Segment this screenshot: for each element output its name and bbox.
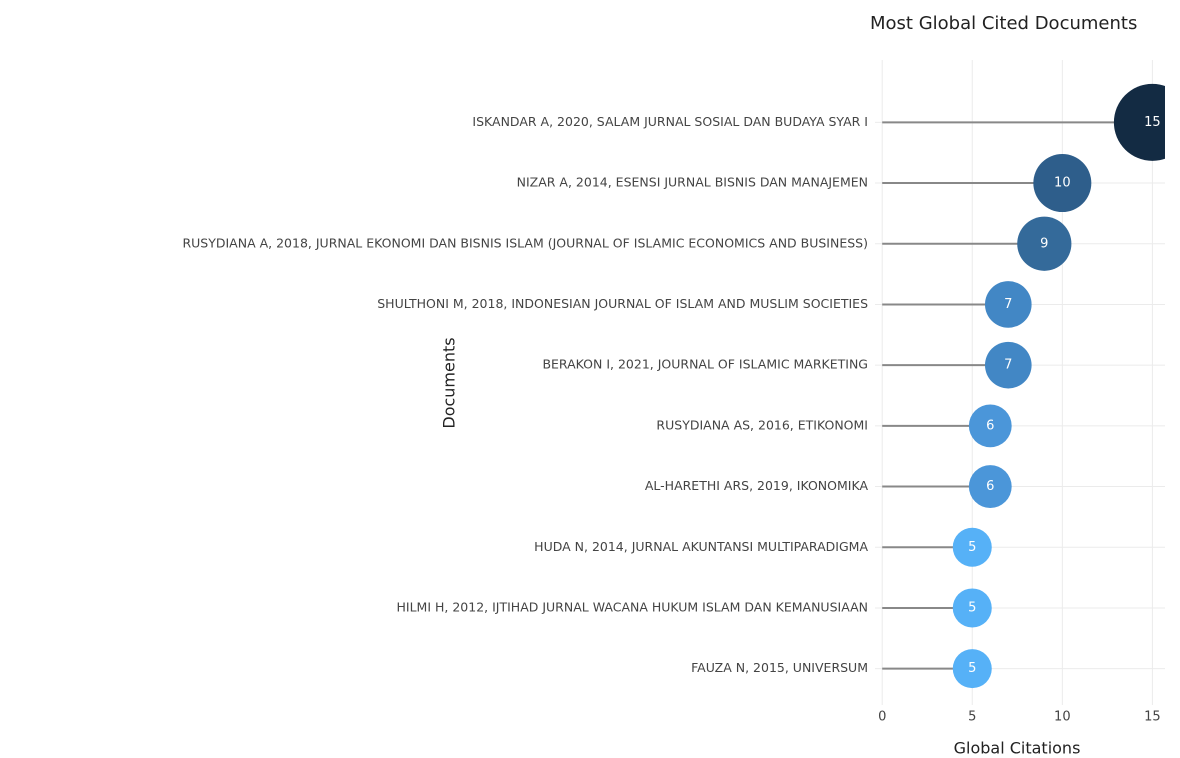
x-tick-label: 10 <box>1054 710 1071 725</box>
data-label: 5 <box>968 661 976 676</box>
chart-title: Most Global Cited Documents <box>870 13 1137 34</box>
y-tick-label: NIZAR A, 2014, ESENSI JURNAL BISNIS DAN … <box>517 175 868 190</box>
y-tick-label: HILMI H, 2012, IJTIHAD JURNAL WACANA HUK… <box>397 599 869 614</box>
dot <box>952 649 992 689</box>
x-tick-label: 0 <box>878 710 886 725</box>
dot <box>952 588 992 628</box>
data-label: 10 <box>1054 176 1071 191</box>
dot <box>984 341 1032 389</box>
data-label: 5 <box>968 600 976 615</box>
y-tick-label: RUSYDIANA AS, 2016, ETIKONOMI <box>656 417 868 432</box>
y-tick-label: HUDA N, 2014, JURNAL AKUNTANSI MULTIPARA… <box>534 539 868 554</box>
data-label: 9 <box>1040 236 1048 251</box>
y-tick-label: AL-HARETHI ARS, 2019, IKONOMIKA <box>645 478 869 493</box>
data-label: 7 <box>1004 297 1012 312</box>
dot <box>1033 154 1092 213</box>
y-tick-label: FAUZA N, 2015, UNIVERSUM <box>691 660 868 675</box>
data-label: 6 <box>986 418 994 433</box>
data-label: 5 <box>968 540 976 555</box>
y-tick-label: RUSYDIANA A, 2018, JURNAL EKONOMI DAN BI… <box>182 235 868 250</box>
dot <box>968 465 1012 508</box>
data-label: 6 <box>986 479 994 494</box>
x-tick-label: 15 <box>1144 710 1161 725</box>
dot <box>952 527 992 567</box>
x-axis-label: Global Citations <box>954 739 1081 758</box>
data-label: 15 <box>1144 115 1161 130</box>
y-tick-label: BERAKON I, 2021, JOURNAL OF ISLAMIC MARK… <box>542 357 868 372</box>
dot <box>1113 83 1165 161</box>
x-tick-label: 5 <box>968 710 976 725</box>
y-tick-label: ISKANDAR A, 2020, SALAM JURNAL SOSIAL DA… <box>472 114 868 129</box>
plot-area: 15 10 9 7 7 6 6 5 5 5 <box>882 83 1165 689</box>
y-axis-label: Documents <box>440 337 459 428</box>
dot <box>1017 216 1072 271</box>
dot <box>968 404 1012 448</box>
data-label: 7 <box>1004 358 1012 373</box>
y-tick-label: SHULTHONI M, 2018, INDONESIAN JOURNAL OF… <box>377 296 868 311</box>
dot <box>984 281 1032 328</box>
